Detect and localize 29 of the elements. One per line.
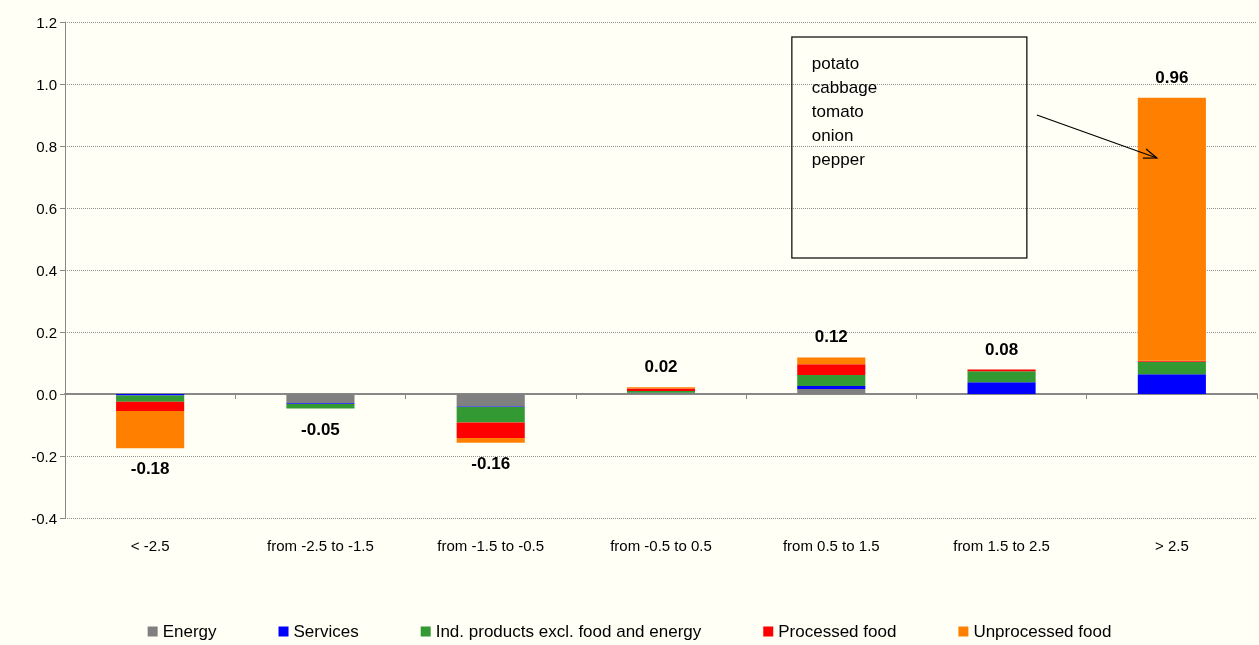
y-tick-label: -0.2 [31,447,57,465]
total-label: 0.02 [644,357,678,377]
x-tick-label: < -2.5 [130,537,170,554]
legend-label: Services [293,622,359,641]
total-label: 0.08 [985,339,1019,359]
total-label: 0.12 [814,327,848,347]
total-label: -0.16 [471,453,511,473]
total-label: 0.96 [1155,67,1189,87]
annotation: potato cabbage tomato onion pepper [811,53,878,169]
total-label: -0.18 [130,459,170,479]
x-tick-label: from 0.5 to 1.5 [782,537,880,554]
y-tick-label: -0.4 [31,509,57,527]
legend-label: Unprocessed food [973,622,1112,641]
legend-label: Processed food [778,622,897,641]
legend-label: Energy [162,622,218,641]
x-tick-label: from -0.5 to 0.5 [610,537,712,554]
y-tick-label: 0.8 [36,137,57,155]
total-label: -0.05 [301,419,340,439]
x-tick-label: from 1.5 to 2.5 [953,537,1050,554]
legend-label: Ind. products excl. food and energy [435,622,702,641]
x-tick-label: from -1.5 to -0.5 [437,537,545,554]
y-tick-label: 1.0 [36,75,57,93]
y-tick-label: 1.2 [36,13,57,31]
y-tick-label: 0.2 [36,323,57,341]
y-tick-label: 0.0 [36,385,57,403]
x-tick-label: from -2.5 to -1.5 [267,537,374,554]
x-tick-label: > 2.5 [1154,537,1189,554]
y-tick-label: 0.4 [36,261,57,279]
y-tick-label: 0.6 [36,199,57,217]
